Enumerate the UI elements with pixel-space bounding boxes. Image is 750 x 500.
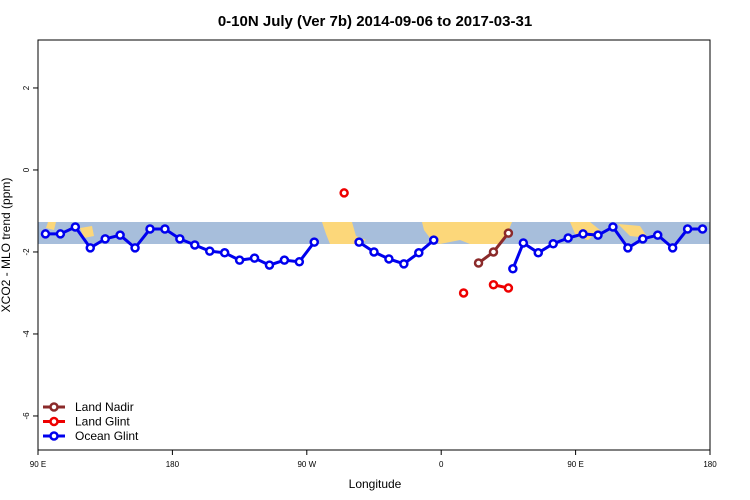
ocean-band (38, 222, 710, 244)
land-patch (422, 222, 512, 244)
chart-title: 0-10N July (Ver 7b) 2014-09-06 to 2017-0… (218, 13, 532, 30)
legend-label: Ocean Glint (75, 429, 139, 443)
series-point (55, 229, 66, 239)
series-point (623, 243, 633, 253)
x-axis-label: Longitude (349, 477, 402, 491)
legend-label: Land Glint (75, 415, 130, 429)
series-point (697, 224, 708, 234)
series-point (70, 222, 81, 232)
y-axis-label: XCO2 - MLO trend (ppm) (0, 178, 13, 313)
series-point (503, 283, 514, 293)
series-point (384, 254, 394, 264)
series-point (563, 233, 573, 243)
series-point (608, 222, 618, 232)
series-point (339, 188, 349, 198)
series-point (264, 260, 275, 270)
series-point (100, 234, 110, 244)
y-tick-label: 2 (22, 85, 31, 90)
series-point (533, 248, 544, 258)
series-point (204, 246, 215, 256)
series-point (503, 228, 514, 238)
land-patch (322, 222, 366, 244)
series-point (518, 238, 529, 248)
series-point (294, 257, 305, 267)
series-point (279, 255, 290, 265)
y-tick-label: -4 (22, 330, 31, 338)
legend-marker (49, 402, 59, 412)
series-point (667, 243, 678, 253)
y-tick-label: -2 (22, 248, 31, 256)
series-point (145, 224, 155, 234)
series-point (488, 280, 499, 290)
series-point (428, 235, 439, 245)
legend-marker (49, 416, 59, 427)
legend-label: Land Nadir (75, 400, 134, 414)
series-point (175, 234, 185, 244)
series-point (160, 224, 170, 234)
series-point (414, 248, 424, 258)
legend-marker (49, 431, 59, 441)
x-tick-label: 180 (166, 460, 180, 469)
series-point (309, 237, 320, 247)
y-tick-label: -6 (22, 412, 31, 420)
series-point (115, 230, 125, 240)
series-point (548, 239, 558, 249)
series-point (40, 229, 51, 239)
plot-frame (37, 39, 711, 451)
series-point (593, 230, 603, 240)
series-point (234, 255, 245, 265)
series-point (488, 247, 499, 257)
series-point (458, 288, 469, 298)
series-point (638, 234, 648, 244)
x-tick-label: 90 W (297, 460, 316, 469)
series-point (508, 264, 518, 274)
series-point (85, 243, 96, 253)
series-point (682, 224, 693, 234)
x-tick-label: 0 (439, 460, 444, 469)
series-point (399, 259, 409, 269)
series-point (354, 237, 364, 247)
series-point (219, 248, 230, 258)
series-point (652, 230, 663, 240)
x-tick-label: 90 E (30, 460, 46, 469)
x-tick-label: 90 E (567, 460, 583, 469)
x-tick-label: 180 (703, 460, 717, 469)
map-band (38, 222, 710, 244)
series-point (190, 240, 200, 250)
land-patch (46, 222, 648, 240)
y-tick-label: 0 (22, 167, 31, 172)
series-point (249, 253, 260, 263)
series-point (130, 243, 140, 253)
series-point (578, 229, 588, 239)
series-point (473, 258, 484, 268)
series-point (369, 247, 379, 257)
